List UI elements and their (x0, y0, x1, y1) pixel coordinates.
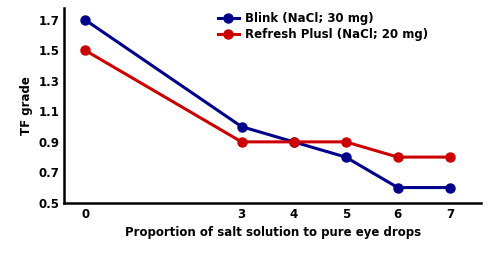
Refresh Plusl (NaCl; 20 mg) (395, 155, 401, 159)
Legend: Blink (NaCl; 30 mg), Refresh Plusl (NaCl; 20 mg): Blink (NaCl; 30 mg), Refresh Plusl (NaCl… (215, 10, 431, 43)
Blink (NaCl; 30 mg) (343, 155, 349, 159)
Refresh Plusl (NaCl; 20 mg) (239, 140, 245, 144)
Refresh Plusl (NaCl; 20 mg) (291, 140, 297, 144)
X-axis label: Proportion of salt solution to pure eye drops: Proportion of salt solution to pure eye … (124, 226, 421, 239)
Refresh Plusl (NaCl; 20 mg) (82, 49, 88, 52)
Line: Blink (NaCl; 30 mg): Blink (NaCl; 30 mg) (81, 16, 454, 192)
Blink (NaCl; 30 mg) (239, 125, 245, 128)
Blink (NaCl; 30 mg) (82, 18, 88, 22)
Refresh Plusl (NaCl; 20 mg) (343, 140, 349, 144)
Line: Refresh Plusl (NaCl; 20 mg): Refresh Plusl (NaCl; 20 mg) (81, 46, 454, 162)
Blink (NaCl; 30 mg) (395, 186, 401, 189)
Blink (NaCl; 30 mg) (447, 186, 453, 189)
Blink (NaCl; 30 mg) (291, 140, 297, 144)
Y-axis label: TF grade: TF grade (20, 76, 33, 135)
Refresh Plusl (NaCl; 20 mg) (447, 155, 453, 159)
